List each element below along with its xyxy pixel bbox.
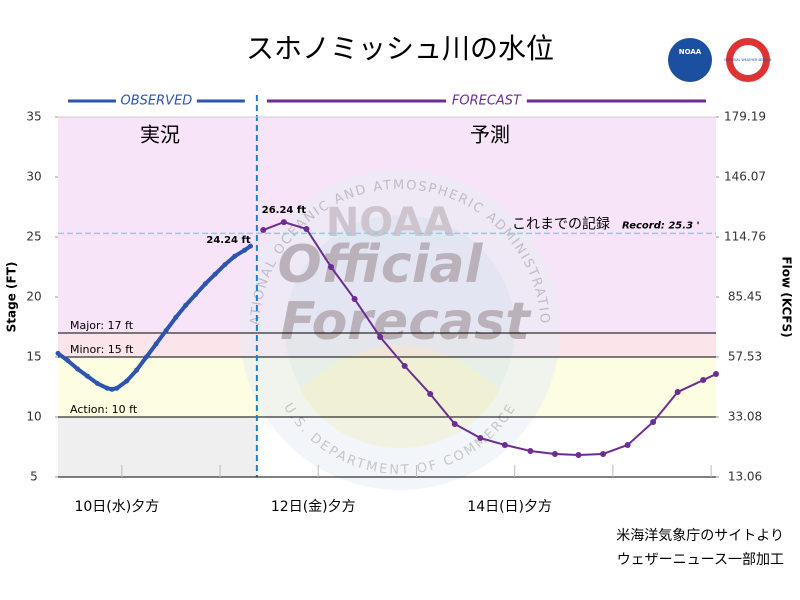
seal-wave <box>300 345 500 449</box>
y2-tick-label: 85.45 <box>728 290 762 304</box>
record-label: Record: 25.3 ' <box>622 220 700 231</box>
data-point <box>65 358 71 364</box>
data-point <box>501 441 508 448</box>
y2-tick-label: 114.76 <box>724 230 766 244</box>
y2-tick-label: 13.06 <box>728 470 762 484</box>
data-point <box>109 386 115 392</box>
data-point <box>232 253 238 259</box>
y2-tick-label: 146.07 <box>724 170 766 184</box>
y2-axis-title: Flow (KCFS) <box>780 256 794 337</box>
data-point <box>202 281 208 287</box>
data-label: 26.24 ft <box>262 205 306 216</box>
data-point <box>143 354 149 360</box>
x-tick-label: 14日(日)夕方 <box>467 499 552 515</box>
data-label: 24.24 ft <box>206 235 250 246</box>
y-tick-label: 25 <box>26 230 41 244</box>
y-tick-label: 35 <box>26 110 41 124</box>
data-point <box>134 367 140 373</box>
x-tick-label: 10日(水)夕方 <box>74 499 159 515</box>
watermark-text: Forecast <box>280 292 532 352</box>
data-point <box>173 314 179 320</box>
data-point <box>75 366 81 372</box>
record-caption: これまでの記録 <box>512 215 610 232</box>
data-point <box>242 247 248 253</box>
data-point <box>104 385 110 391</box>
logo <box>668 38 712 82</box>
x-tick-label: 12日(金)夕方 <box>271 499 356 515</box>
data-point <box>477 435 484 441</box>
phase-label: OBSERVED <box>121 94 193 109</box>
phase-label: FORECAST <box>452 94 522 109</box>
data-point <box>700 377 707 384</box>
y-tick-label: 10 <box>26 410 41 424</box>
data-point <box>222 262 228 268</box>
data-point <box>212 271 218 277</box>
data-point <box>600 450 607 457</box>
region-label: 予測 <box>470 123 510 147</box>
data-point <box>260 227 267 234</box>
observed-band <box>58 417 257 477</box>
data-point <box>183 302 189 308</box>
data-point <box>114 385 120 391</box>
chart-title: スホノミッシュ川の水位 <box>246 32 554 65</box>
region-label: 実況 <box>140 123 180 147</box>
y2-tick-label: 57.53 <box>728 350 762 364</box>
threshold-label: Major: 17 ft <box>70 319 134 332</box>
threshold-label: Action: 10 ft <box>70 403 138 416</box>
data-point <box>192 292 198 298</box>
logo-text: NOAA <box>679 48 702 56</box>
plot: Major: 17 ft Minor: 15 ft Action: 10 ft これま… <box>26 94 766 516</box>
data-point <box>351 296 358 303</box>
data-point <box>280 219 287 226</box>
data-point <box>451 420 458 427</box>
data-point <box>153 341 159 347</box>
y-axis-title: Stage (FT) <box>5 262 19 333</box>
data-point <box>427 390 434 397</box>
data-point <box>650 419 657 426</box>
watermark-text: Official <box>278 235 484 295</box>
y2-tick-label: 33.08 <box>728 410 762 424</box>
data-point <box>551 450 558 457</box>
y-tick-label: 15 <box>26 350 41 364</box>
credit: ウェザーニュース一部加工 <box>617 552 784 568</box>
data-point <box>401 363 408 369</box>
data-point <box>94 380 100 386</box>
data-point <box>303 225 310 232</box>
data-point <box>713 371 719 378</box>
data-point <box>84 373 90 379</box>
logo-text: NATIONAL WEATHER SERVICE <box>724 58 771 62</box>
series-line <box>262 221 717 457</box>
y-tick-label: 30 <box>26 170 41 184</box>
data-point <box>527 447 534 454</box>
data-point <box>674 389 681 396</box>
threshold-label: Minor: 15 ft <box>70 343 134 356</box>
credit: 米海洋気象庁のサイトより <box>616 528 784 544</box>
series-line <box>56 244 252 392</box>
data-point <box>624 441 631 448</box>
data-point <box>328 264 335 270</box>
data-point <box>124 378 130 384</box>
seal-text: NOAA <box>326 200 454 246</box>
y-tick-label: 5 <box>30 470 38 484</box>
logo-inner <box>733 45 763 75</box>
data-point <box>163 328 169 334</box>
data-point <box>55 350 61 356</box>
data-point <box>247 243 253 249</box>
y-tick-label: 20 <box>26 290 41 304</box>
data-point <box>575 452 582 459</box>
data-point <box>377 333 384 340</box>
y2-tick-label: 179.19 <box>724 110 766 124</box>
